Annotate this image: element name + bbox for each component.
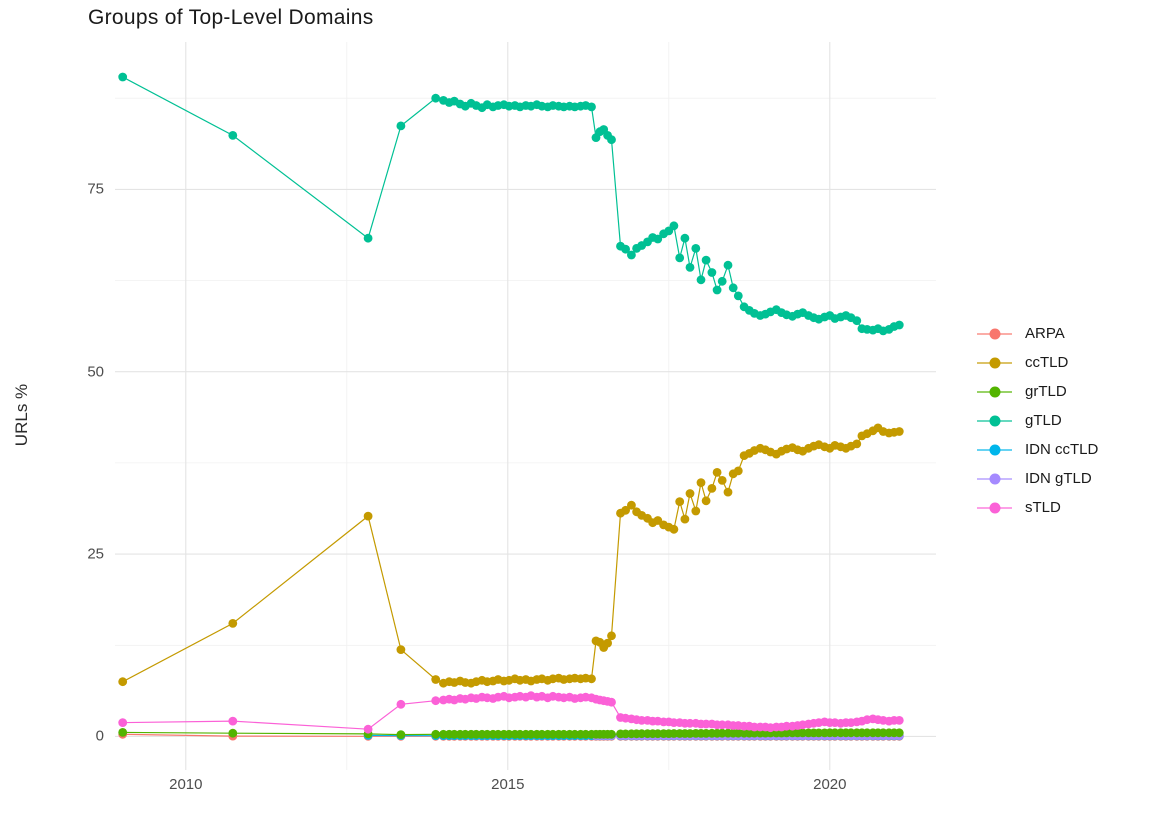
legend-item-gtld: gTLD <box>977 406 1098 435</box>
legend-item-stld: sTLD <box>977 493 1098 522</box>
legend-label-idn-cctld: IDN ccTLD <box>1025 441 1099 458</box>
legend-item-idn-cctld: IDN ccTLD <box>977 435 1098 464</box>
y-tick-label-25: 25 <box>87 545 104 563</box>
x-tick-label-2020: 2020 <box>813 776 847 793</box>
legend-label-stld: sTLD <box>1025 499 1061 516</box>
legend-swatch-arpa <box>977 326 1012 342</box>
legend-label-gtld: gTLD <box>1025 412 1062 429</box>
legend-label-grtld: grTLD <box>1025 383 1067 400</box>
y-axis-title: URLs % <box>12 383 31 447</box>
legend-swatch-cctld <box>977 355 1012 371</box>
legend-item-arpa: ARPA <box>977 319 1098 348</box>
legend-label-cctld: ccTLD <box>1025 354 1069 371</box>
legend-item-cctld: ccTLD <box>977 348 1098 377</box>
y-tick-label-0: 0 <box>95 727 104 745</box>
y-tick-label-75: 75 <box>87 180 104 198</box>
y-tick-label-50: 50 <box>87 363 104 381</box>
legend-swatch-gtld <box>977 413 1012 429</box>
x-tick-label-2015: 2015 <box>491 776 525 793</box>
legend-swatch-stld <box>977 500 1012 516</box>
x-tick-label-2010: 2010 <box>169 776 203 793</box>
chart-title: Groups of Top-Level Domains <box>88 6 374 29</box>
legend-item-grtld: grTLD <box>977 377 1098 406</box>
legend-label-arpa: ARPA <box>1025 325 1065 342</box>
legend: ARPA ccTLD grTLD gTLD IDN ccTLD IDN gTLD… <box>977 319 1098 522</box>
legend-swatch-idn-gtld <box>977 471 1012 487</box>
legend-swatch-grtld <box>977 384 1012 400</box>
legend-swatch-idn-cctld <box>977 442 1012 458</box>
legend-label-idn-gtld: IDN gTLD <box>1025 470 1092 487</box>
legend-item-idn-gtld: IDN gTLD <box>977 464 1098 493</box>
